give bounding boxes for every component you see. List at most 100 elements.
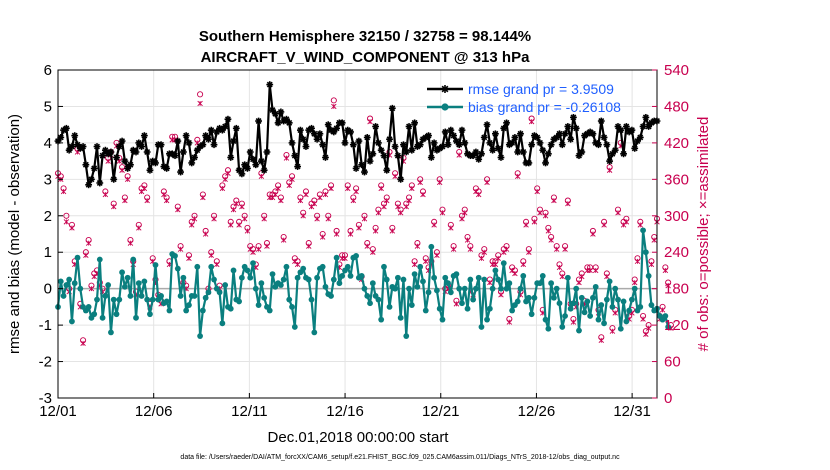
rmse-point: [230, 137, 237, 145]
rmse-point: [558, 141, 566, 149]
obs-assimilated-point: [286, 182, 292, 189]
obs-possible-point: [63, 212, 70, 219]
obs-assimilated-point: [275, 185, 281, 192]
rmse-point: [567, 135, 575, 143]
bias-point: [475, 274, 482, 281]
bias-point: [227, 305, 234, 312]
rmse-point-stroke: [302, 143, 309, 150]
rmse-point: [458, 126, 466, 134]
obs-assimilated-point: [553, 246, 560, 252]
obs-assimilated-point: [80, 340, 86, 347]
rmse-point: [257, 157, 265, 165]
rmse-point: [639, 123, 647, 130]
bias-point: [603, 296, 610, 303]
rmse-point-stroke: [442, 128, 449, 135]
rmse-point: [355, 137, 363, 145]
bias-point: [615, 296, 621, 303]
bias-point: [598, 302, 605, 308]
obs-assimilated-point: [356, 225, 362, 231]
obs-assimilated-point: [342, 255, 348, 262]
obs-assimilated-point: [434, 252, 440, 258]
obs-assimilated-point: [467, 246, 474, 252]
obs-assimilated-point: [414, 243, 421, 249]
x-axis-ticks: 12/01 12/06 12/11 12/16 12/21 12/26 12/31: [39, 393, 651, 420]
rmse-point-stroke: [539, 147, 546, 154]
rmse-point: [182, 132, 190, 139]
obs-assimilated-point: [197, 100, 203, 107]
rmse-point-stroke: [230, 138, 237, 145]
left-y-tick-label: -2: [39, 354, 52, 371]
rmse-point: [274, 119, 282, 127]
rmse-point: [358, 161, 366, 169]
bias-point: [537, 280, 543, 287]
rmse-point: [135, 139, 143, 147]
obs-assimilated-point: [456, 152, 462, 158]
obs-assimilated-point: [225, 170, 231, 176]
bias-point: [606, 278, 613, 285]
obs-assimilated-point: [606, 167, 613, 173]
rmse-point: [394, 152, 402, 160]
bias-point: [294, 274, 301, 281]
rmse-point-stroke: [339, 119, 346, 126]
rmse-point: [333, 124, 341, 132]
rmse-point-stroke: [481, 134, 488, 141]
obs-assimilated-point: [604, 273, 610, 280]
bias-point: [91, 311, 98, 318]
legend-rmse-marker-icon: [441, 85, 449, 93]
rmse-point-stroke: [500, 125, 507, 132]
obs-assimilated-point: [144, 197, 150, 204]
rmse-point-stroke: [94, 143, 100, 150]
bias-point: [183, 307, 190, 314]
obs-assimilated-point: [189, 222, 195, 228]
obs-assimilated-point: [537, 210, 543, 216]
rmse-point-stroke: [102, 147, 109, 154]
rmse-point-stroke: [445, 141, 452, 148]
rmse-point-stroke: [319, 141, 326, 148]
x-tick-label: 12/11: [231, 403, 267, 420]
left-y-tick-label: 3: [44, 171, 52, 188]
rmse-point-stroke: [556, 130, 563, 137]
rmse-point-stroke: [255, 118, 262, 124]
bias-point: [617, 325, 624, 332]
obs-assimilated-point: [598, 337, 604, 344]
bias-point: [573, 285, 580, 292]
rmse-point: [611, 146, 619, 154]
bias-point: [121, 283, 128, 290]
bias-point: [74, 254, 81, 261]
rmse-point-stroke: [202, 132, 209, 139]
rmse-point-stroke: [107, 149, 114, 155]
rmse-point: [341, 139, 349, 147]
rmse-point-stroke: [461, 139, 468, 146]
rmse-point-stroke: [562, 130, 569, 137]
rmse-point-stroke: [509, 139, 516, 146]
obs-assimilated-point: [453, 301, 460, 307]
rmse-point: [603, 141, 611, 149]
right-y-tick-label: 0: [664, 390, 672, 407]
bias-point: [489, 285, 496, 292]
obs-assimilated-point: [665, 282, 671, 289]
rmse-point-stroke: [545, 150, 552, 157]
obs-assimilated-point: [576, 279, 582, 286]
rmse-point: [578, 148, 586, 156]
right-y-tick-label: 420: [664, 135, 689, 152]
rmse-point: [386, 135, 393, 143]
obs-assimilated-point: [175, 206, 181, 213]
rmse-point: [631, 144, 639, 152]
rmse-point-stroke: [57, 134, 64, 141]
rmse-point: [380, 152, 388, 160]
rmse-point-stroke: [361, 169, 368, 176]
rmse-point-stroke: [623, 123, 630, 130]
rmse-point-stroke: [135, 139, 142, 146]
obs-assimilated-point: [353, 188, 359, 195]
rmse-point: [572, 124, 580, 132]
obs-assimilated-point: [531, 219, 538, 225]
bias-point: [266, 307, 273, 314]
rmse-point: [260, 166, 268, 174]
obs-assimilated-point: [214, 261, 220, 268]
bias-point: [525, 294, 532, 301]
bias-point: [116, 296, 123, 303]
obs-assimilated-point: [319, 234, 326, 240]
obs-assimilated-point: [283, 155, 290, 161]
obs-assimilated-point: [403, 203, 409, 210]
